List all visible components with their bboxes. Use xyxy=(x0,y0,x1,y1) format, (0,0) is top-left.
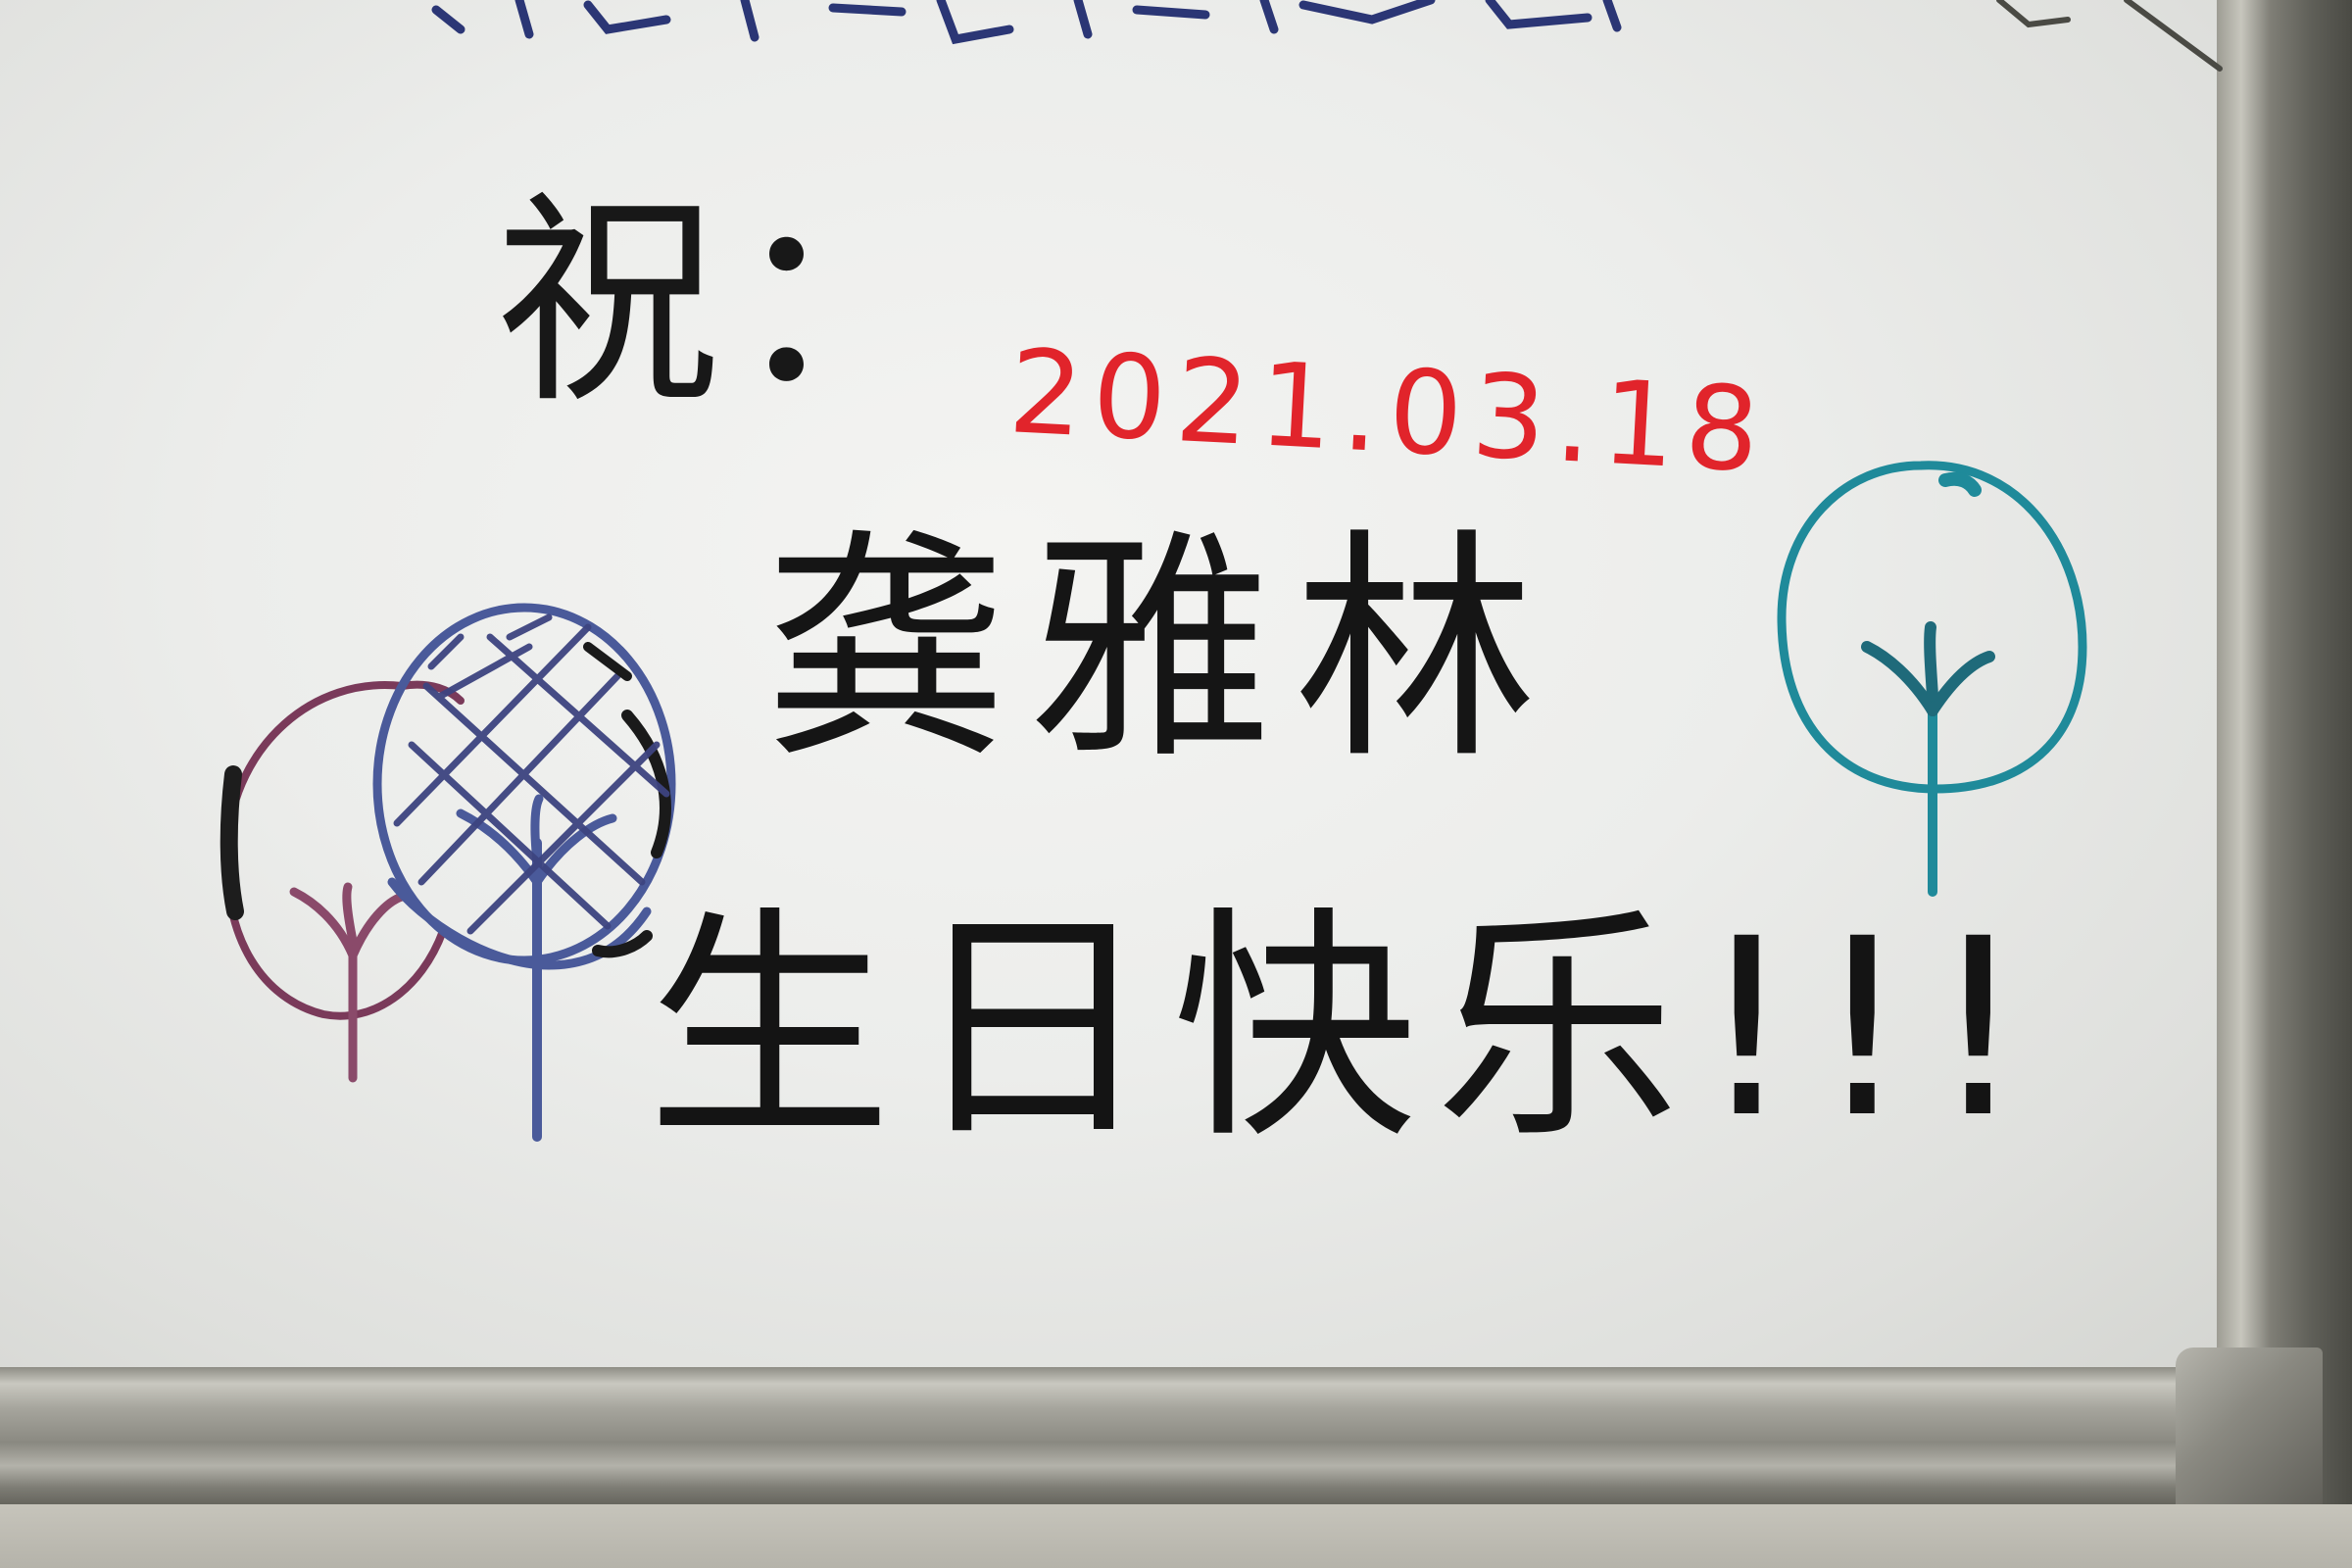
right-tree-drawing xyxy=(1777,461,2087,897)
background-wall xyxy=(0,1504,2352,1568)
left-tree-drawing xyxy=(220,680,465,1083)
whiteboard-frame-right xyxy=(2217,0,2352,1509)
birthday-name-text: 龚雅林 xyxy=(764,510,1558,792)
top-right-sketch-lines xyxy=(1996,0,2223,72)
whiteboard-marker-tray xyxy=(0,1367,2254,1504)
whiteboard-frame-corner xyxy=(2176,1348,2323,1524)
greeting-prefix-text: 祝： xyxy=(495,172,966,434)
middle-tree-drawing xyxy=(372,603,676,1142)
top-edge-scribble xyxy=(431,0,1622,45)
birthday-wish-text: 生日快乐!!! xyxy=(647,886,2045,1171)
